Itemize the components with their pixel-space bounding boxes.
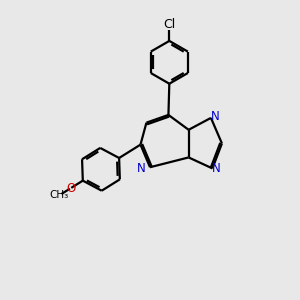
Text: N: N <box>212 162 221 175</box>
Text: Cl: Cl <box>163 18 176 31</box>
Text: O: O <box>66 182 76 194</box>
Text: CH₃: CH₃ <box>50 190 69 200</box>
Text: N: N <box>211 110 220 123</box>
Text: N: N <box>137 162 146 175</box>
